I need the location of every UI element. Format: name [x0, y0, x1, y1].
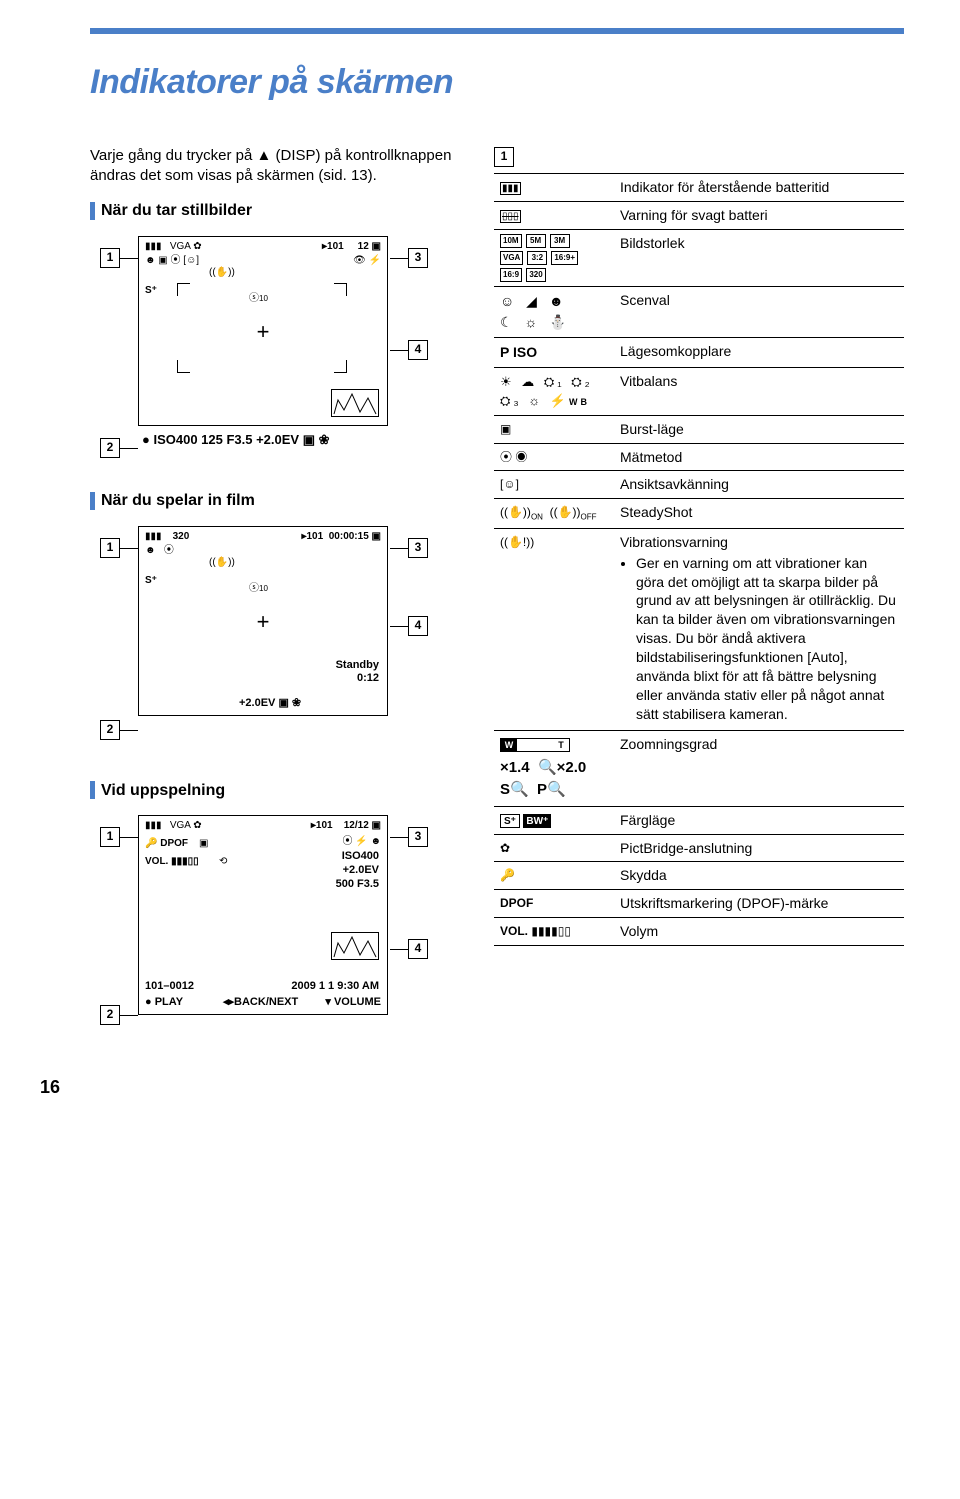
color-mode-icons: S⁺ BW⁺ — [494, 806, 614, 834]
pictbridge-icon: ✿ — [494, 834, 614, 862]
burst-label: Burst-läge — [614, 415, 904, 443]
image-size-label: Bildstorlek — [614, 229, 904, 286]
steadyshot-icons: ((✋))ON ((✋))OFF — [494, 499, 614, 528]
vibration-icon: ((✋!)) — [494, 528, 614, 730]
heading-still: När du tar stillbilder — [90, 200, 470, 222]
volume-label: Volym — [614, 918, 904, 946]
image-size-icons: 10M 5M 3M VGA 3:2 16:9+ 16:9 — [494, 229, 614, 286]
scene-label: Scenval — [614, 286, 904, 337]
battery-icon: ▮▮▮ — [494, 173, 614, 201]
scene-icons: ☺ ◢ ☻ ☾ ☼ ⛄ — [494, 286, 614, 337]
diagram-still: 1 2 3 4 ▮▮▮ VGA ✿ ▸101 12 ▣ ☻ ▣ ⦿ [☺] 👁 … — [98, 230, 428, 480]
steadyshot-label: SteadyShot — [614, 499, 904, 528]
wb-label: Vitbalans — [614, 367, 904, 415]
face-detect-label: Ansiktsavkänning — [614, 471, 904, 499]
heading-playback: Vid uppspelning — [90, 780, 470, 802]
mode-dial-icons: P ISO — [494, 337, 614, 367]
metering-label: Mätmetod — [614, 443, 904, 471]
accent-bar — [90, 28, 904, 34]
protect-icon: 🔑 — [494, 862, 614, 890]
low-battery-label: Varning för svagt batteri — [614, 201, 904, 229]
face-detect-icon: [☺] — [494, 471, 614, 499]
page-number: 16 — [40, 1075, 470, 1099]
volume-icon: VOL. ▮▮▮▮▯▯ — [494, 918, 614, 946]
heading-movie: När du spelar in film — [90, 490, 470, 512]
wb-icons: ☀ ☁ ⛭₁ ⛭₂ ⛭₃ ☼ ⚡WB — [494, 367, 614, 415]
ref-box-1: 1 — [494, 147, 514, 167]
mode-dial-label: Lägesomkopplare — [614, 337, 904, 367]
battery-label: Indikator för återstående batteritid — [614, 173, 904, 201]
color-mode-label: Färgläge — [614, 806, 904, 834]
intro-text: Varje gång du trycker på ▲ (DISP) på kon… — [90, 146, 470, 187]
reference-table: ▮▮▮ Indikator för återstående batteritid… — [494, 173, 904, 946]
dpof-icon: DPOF — [494, 890, 614, 918]
diagram-playback: 1 2 3 4 ▮▮▮ VGA ✿ ▸101 12/12 ▣ 🔑 DPOF — [98, 809, 428, 1039]
dpof-label: Utskriftsmarkering (DPOF)-märke — [614, 890, 904, 918]
vibration-desc: Vibrationsvarning Ger en varning om att … — [614, 528, 904, 730]
page-title: Indikatorer på skärmen — [90, 60, 904, 106]
zoom-icons: WT ×1.4 🔍×2.0 S🔍 P🔍 — [494, 730, 614, 806]
zoom-label: Zoomningsgrad — [614, 730, 904, 806]
diagram-movie: 1 2 3 4 ▮▮▮ 320 ▸101 00:00:15 ▣ ☻ ⦿ ((✋)… — [98, 520, 428, 770]
low-battery-icon: ▯▯▯ — [494, 201, 614, 229]
burst-icon: ▣ — [494, 415, 614, 443]
protect-label: Skydda — [614, 862, 904, 890]
metering-icons: ⦿ ◉ — [494, 443, 614, 471]
pictbridge-label: PictBridge-anslutning — [614, 834, 904, 862]
